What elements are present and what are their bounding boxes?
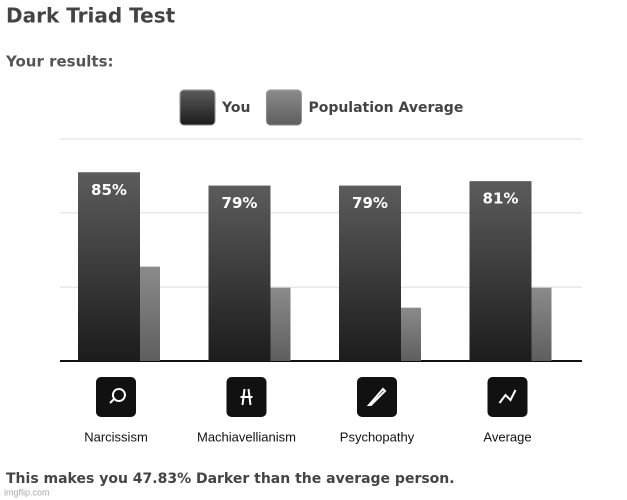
bar-shine: [78, 172, 140, 361]
watermark: imgflip.com: [4, 487, 50, 497]
bar-shine: [531, 287, 552, 361]
title: Dark Triad Test: [6, 4, 176, 28]
x-tick-label: Average: [483, 429, 531, 444]
footer-text: This makes you 47.83% Darker than the av…: [6, 471, 455, 487]
category-icon: [96, 377, 136, 417]
value-label: 79%: [222, 194, 258, 212]
x-tick-label: Narcissism: [84, 429, 148, 444]
value-label: 85%: [91, 181, 127, 199]
bar-shine: [339, 185, 401, 361]
legend-swatch-shine: [180, 90, 215, 125]
bar-shine: [208, 185, 271, 361]
category-icon-glyph: [366, 387, 387, 406]
bar-shine: [401, 307, 421, 361]
chart: You Population Average 85% Narcissism 79% Mac…: [60, 89, 582, 444]
x-tick-label: Machiavellianism: [197, 429, 296, 444]
legend-label: You: [221, 100, 250, 116]
bar-shine: [140, 266, 160, 361]
legend-label: Population Average: [308, 100, 463, 116]
legend-swatch-shine: [266, 90, 302, 125]
value-label: 81%: [483, 190, 519, 208]
category-icon-glyph: [498, 389, 517, 404]
category-icon-glyph: [109, 388, 126, 404]
x-tick-label: Psychopathy: [340, 429, 415, 444]
subtitle: Your results:: [5, 53, 114, 71]
bar-shine: [270, 287, 291, 361]
bar-shine: [469, 181, 532, 361]
category-icon-glyph: [240, 388, 253, 406]
value-label: 79%: [352, 194, 388, 212]
